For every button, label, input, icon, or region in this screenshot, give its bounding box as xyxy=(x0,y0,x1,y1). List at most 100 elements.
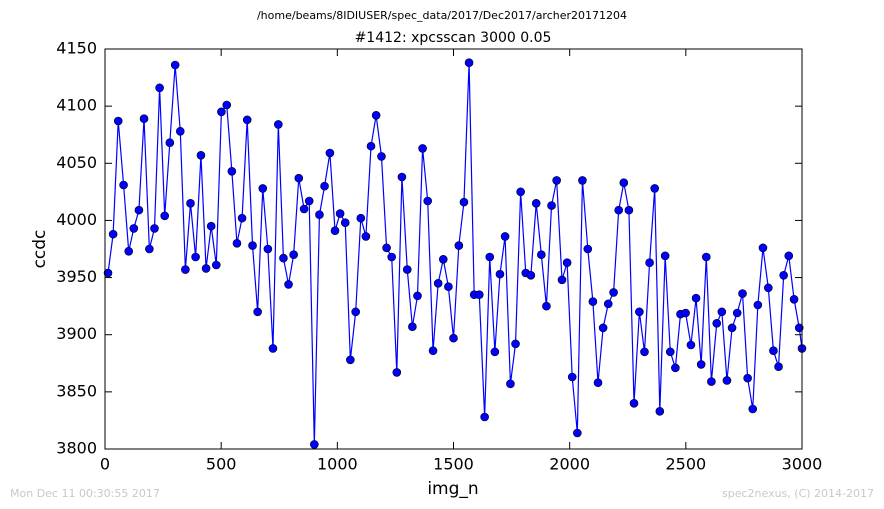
data-point xyxy=(242,115,252,125)
data-point xyxy=(753,300,763,310)
data-point xyxy=(758,243,768,253)
data-point xyxy=(217,107,226,117)
y-tick-label: 4000 xyxy=(56,210,97,229)
data-point xyxy=(387,252,396,262)
data-point xyxy=(181,265,190,274)
data-point xyxy=(490,347,500,357)
chart-title: #1412: xpcsscan 3000 0.05 xyxy=(355,30,552,46)
footer-right: spec2nexus, (C) 2014-2017 xyxy=(722,487,874,500)
data-point xyxy=(557,275,567,285)
data-point xyxy=(284,280,293,289)
data-point xyxy=(351,307,360,317)
data-point xyxy=(418,144,427,153)
data-point xyxy=(495,269,505,279)
data-point xyxy=(562,258,572,268)
data-point xyxy=(779,270,788,280)
data-point xyxy=(645,258,654,268)
data-point xyxy=(170,60,180,70)
data-point xyxy=(129,224,139,233)
data-point xyxy=(227,166,237,176)
data-point xyxy=(433,278,443,288)
data-point xyxy=(201,264,211,273)
data-point xyxy=(438,254,448,264)
data-point xyxy=(330,226,340,236)
data-point xyxy=(402,265,412,274)
data-point xyxy=(253,307,262,317)
data-point xyxy=(294,173,304,183)
data-point xyxy=(248,241,257,250)
data-point xyxy=(449,333,458,343)
data-point xyxy=(459,197,469,207)
data-point xyxy=(480,412,489,422)
data-point xyxy=(717,307,727,317)
data-point xyxy=(428,346,438,356)
data-point xyxy=(511,339,520,349)
data-point xyxy=(103,268,113,278)
data-point xyxy=(108,229,118,239)
data-point xyxy=(356,213,366,223)
y-tick-label: 3800 xyxy=(56,439,97,458)
data-point xyxy=(542,301,551,311)
data-point xyxy=(665,347,675,357)
y-tick-label: 4100 xyxy=(56,96,97,115)
data-point xyxy=(464,58,474,68)
data-point xyxy=(526,270,536,280)
data-point xyxy=(340,218,350,228)
data-point xyxy=(624,205,634,215)
footer-left: Mon Dec 11 00:30:55 2017 xyxy=(10,487,160,500)
data-point xyxy=(206,221,216,231)
data-point xyxy=(371,110,381,120)
data-point xyxy=(727,323,737,333)
y-tick-label: 3850 xyxy=(56,381,97,400)
data-point xyxy=(619,178,629,188)
data-point xyxy=(660,251,670,261)
data-point xyxy=(160,211,170,221)
data-point xyxy=(423,196,433,206)
data-point xyxy=(681,308,690,318)
data-point xyxy=(310,440,319,449)
data-point xyxy=(743,373,752,383)
data-point xyxy=(361,232,371,241)
data-point xyxy=(629,398,639,408)
data-point xyxy=(145,244,154,254)
data-point xyxy=(707,377,716,386)
data-point xyxy=(485,252,495,262)
data-point xyxy=(722,376,732,385)
data-point xyxy=(274,120,283,129)
data-point xyxy=(712,318,722,328)
data-point xyxy=(119,180,128,190)
data-point xyxy=(186,198,195,208)
data-point xyxy=(222,100,232,110)
data-point xyxy=(474,290,484,300)
y-tick-label: 3950 xyxy=(56,267,97,286)
data-point xyxy=(113,116,123,126)
data-point xyxy=(552,176,561,185)
data-point xyxy=(578,176,587,185)
data-point xyxy=(382,243,391,253)
data-point xyxy=(320,181,329,191)
data-point xyxy=(279,253,288,263)
data-point xyxy=(609,288,618,297)
data-point xyxy=(655,406,665,416)
y-tick-label: 3900 xyxy=(56,324,97,343)
data-point xyxy=(139,114,149,124)
x-tick-label: 2000 xyxy=(549,455,590,474)
y-axis-label: ccdc xyxy=(30,230,50,269)
data-point xyxy=(588,297,598,306)
data-point xyxy=(516,187,525,197)
x-tick-label: 1000 xyxy=(317,455,358,474)
plot-frame xyxy=(104,48,803,450)
data-point xyxy=(444,282,453,292)
data-point xyxy=(573,428,582,438)
data-point xyxy=(701,252,711,262)
data-point xyxy=(268,344,278,353)
data-point xyxy=(263,244,273,254)
data-point xyxy=(413,291,422,301)
x-tick-label: 2500 xyxy=(665,455,706,474)
data-point xyxy=(671,363,680,373)
data-point xyxy=(232,238,242,248)
data-point xyxy=(547,201,556,210)
data-point xyxy=(408,322,417,332)
